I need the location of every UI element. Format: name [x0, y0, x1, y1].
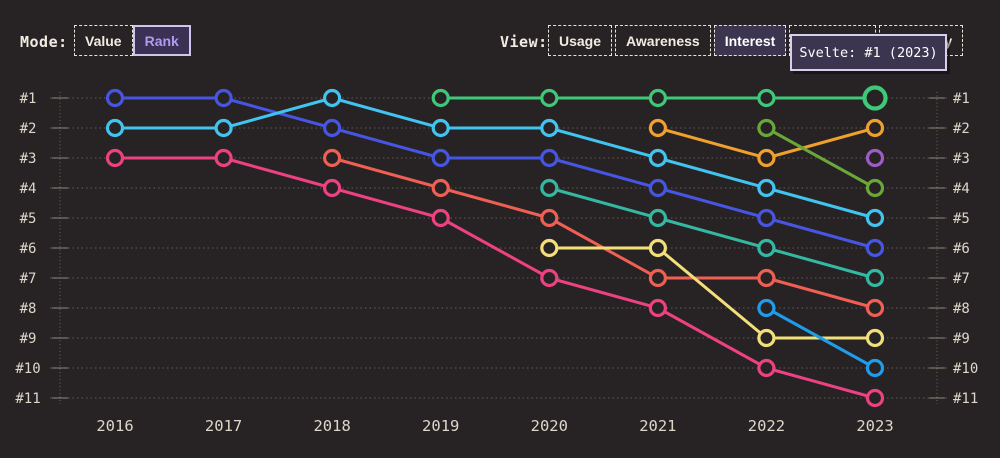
view-option-usage[interactable]: Usage	[548, 25, 613, 56]
data-point-rose[interactable]	[540, 268, 559, 288]
rank-label-left: #6	[20, 241, 37, 257]
data-point-cyan[interactable]	[648, 148, 668, 168]
data-point-orange[interactable]	[757, 148, 776, 168]
series-line-cyan	[113, 96, 877, 220]
data-point-rose[interactable]	[214, 148, 233, 168]
data-point-cyan[interactable]	[865, 208, 885, 228]
rank-label-right: #7	[953, 271, 970, 287]
data-point-salmon[interactable]	[865, 298, 885, 318]
data-point-teal[interactable]	[757, 238, 776, 258]
rank-label-left: #4	[20, 181, 37, 197]
data-point-teal[interactable]	[648, 208, 668, 228]
data-point-rose[interactable]	[865, 388, 885, 408]
data-point-rose[interactable]	[323, 178, 342, 198]
mode-label: Mode:	[20, 33, 68, 51]
data-point-salmon[interactable]	[431, 178, 450, 198]
rank-label-left: #2	[20, 121, 37, 137]
data-point-salmon[interactable]	[323, 148, 342, 168]
data-point-sky[interactable]	[865, 358, 885, 378]
data-point-teal[interactable]	[540, 178, 559, 198]
data-point-emerald[interactable]	[648, 88, 668, 108]
rank-label-right: #11	[953, 391, 978, 407]
rank-label-right: #4	[953, 181, 970, 197]
rank-label-left: #7	[20, 271, 37, 287]
rank-label-right: #10	[953, 361, 978, 377]
rank-label-right: #6	[953, 241, 970, 257]
data-point-highlight-emerald[interactable]	[862, 85, 888, 111]
data-point-yellow[interactable]	[865, 328, 885, 348]
series-line-salmon	[330, 156, 877, 310]
data-point-rose[interactable]	[648, 298, 668, 318]
series-line-blue	[113, 96, 877, 250]
data-point-cyan[interactable]	[105, 118, 125, 138]
year-label: 2017	[205, 417, 242, 435]
data-point-sky[interactable]	[757, 298, 776, 318]
year-label: 2019	[422, 417, 459, 435]
rank-label-left: #9	[20, 331, 37, 347]
data-point-lime[interactable]	[757, 118, 776, 138]
rank-label-left: #8	[20, 301, 37, 317]
data-point-blue[interactable]	[105, 88, 125, 108]
data-point-blue[interactable]	[323, 118, 342, 138]
year-label: 2018	[313, 417, 350, 435]
data-point-salmon[interactable]	[648, 268, 668, 288]
data-point-emerald[interactable]	[431, 88, 450, 108]
view-label: View:	[500, 33, 548, 51]
data-point-cyan[interactable]	[757, 178, 776, 198]
data-point-emerald[interactable]	[757, 88, 776, 108]
year-label: 2016	[96, 417, 133, 435]
data-point-orange[interactable]	[648, 118, 668, 138]
rank-label-right: #2	[953, 121, 970, 137]
series-line-teal	[547, 186, 877, 280]
mode-option-value[interactable]: Value	[74, 25, 133, 56]
data-point-rose[interactable]	[105, 148, 125, 168]
data-point-orange[interactable]	[865, 118, 885, 138]
rank-label-left: #1	[20, 91, 37, 107]
rank-label-left: #3	[20, 151, 37, 167]
year-label: 2022	[748, 417, 785, 435]
tooltip-text: Svelte: #1 (2023)	[799, 44, 938, 61]
data-point-purple[interactable]	[865, 148, 885, 168]
view-option-interest[interactable]: Interest	[713, 25, 787, 56]
rank-label-right: #3	[953, 151, 970, 167]
data-point-salmon[interactable]	[540, 208, 559, 228]
data-point-yellow[interactable]	[757, 328, 776, 348]
data-point-rose[interactable]	[431, 208, 450, 228]
mode-toggle-group: Value Rank	[74, 25, 191, 56]
data-point-lime[interactable]	[865, 178, 885, 198]
series-line-lime	[764, 126, 877, 190]
year-label: 2023	[856, 417, 893, 435]
data-point-cyan[interactable]	[323, 88, 342, 108]
series-line-sky	[764, 306, 877, 370]
year-label: 2020	[531, 417, 568, 435]
data-point-blue[interactable]	[431, 148, 450, 168]
rank-label-left: #10	[15, 361, 40, 377]
data-point-blue[interactable]	[648, 178, 668, 198]
data-point-blue[interactable]	[214, 88, 233, 108]
mode-option-rank[interactable]: Rank	[132, 25, 191, 56]
data-point-cyan[interactable]	[214, 118, 233, 138]
data-point-cyan[interactable]	[431, 118, 450, 138]
rank-label-right: #1	[953, 91, 970, 107]
data-point-cyan[interactable]	[540, 118, 559, 138]
data-point-blue[interactable]	[757, 208, 776, 228]
rank-label-right: #8	[953, 301, 970, 317]
data-point-rose[interactable]	[757, 358, 776, 378]
tooltip: Svelte: #1 (2023)	[790, 34, 947, 71]
data-point-blue[interactable]	[540, 148, 559, 168]
series-line-rose	[113, 156, 877, 400]
data-point-yellow[interactable]	[540, 238, 559, 258]
data-point-salmon[interactable]	[757, 268, 776, 288]
rank-label-left: #11	[15, 391, 40, 407]
year-label: 2021	[639, 417, 676, 435]
data-point-emerald[interactable]	[540, 88, 559, 108]
data-point-yellow[interactable]	[648, 238, 668, 258]
data-point-teal[interactable]	[865, 268, 885, 288]
rank-label-right: #5	[953, 211, 970, 227]
rank-label-right: #9	[953, 331, 970, 347]
rank-label-left: #5	[20, 211, 37, 227]
data-point-blue[interactable]	[865, 238, 885, 258]
view-option-awareness[interactable]: Awareness	[615, 25, 711, 56]
